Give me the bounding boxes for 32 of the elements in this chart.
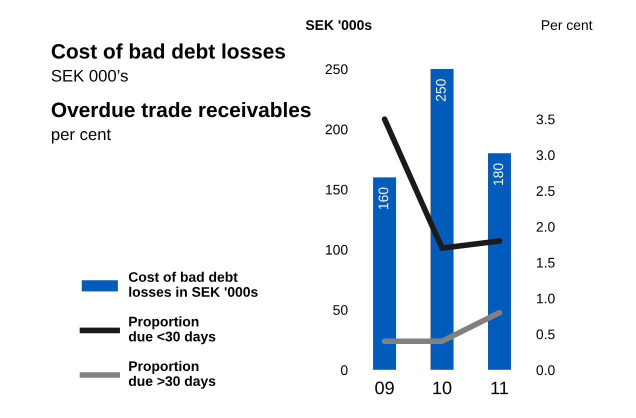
data-label: 180 <box>493 163 504 185</box>
y2-tick-label: 3.5 <box>536 114 555 124</box>
y2-tick-label: 3.0 <box>536 150 555 160</box>
text: Cost of bad debt losses <box>52 43 286 59</box>
data-label: 250 <box>436 79 446 102</box>
data-label: 160 <box>378 187 388 210</box>
bar <box>373 177 396 370</box>
y-tick-label: 200 <box>326 124 348 134</box>
y2-tick-label: 1.0 <box>536 294 555 304</box>
x-tick-label: 10 <box>433 382 452 394</box>
y2-axis-title: Per cent <box>542 20 592 30</box>
y-tick-label: 150 <box>326 184 348 195</box>
y-tick-label: 50 <box>333 305 348 315</box>
text: SEK 000’s <box>52 70 128 82</box>
y-tick-label: 100 <box>326 244 348 255</box>
y2-tick-label: 0.0 <box>536 365 555 376</box>
y-axis-title: SEK '000s <box>306 20 372 30</box>
y2-tick-label: 1.5 <box>536 258 555 268</box>
y2-tick-label: 0.5 <box>536 329 555 340</box>
legend-label: Proportion due <30 days <box>128 316 216 344</box>
y-tick-label: 0 <box>340 365 348 376</box>
text: Overdue trade receivables <box>52 102 311 118</box>
y2-tick-label: 2.5 <box>536 186 555 196</box>
x-tick-label: 11 <box>491 382 508 394</box>
y2-tick-label: 2.0 <box>536 222 555 232</box>
legend-label: Cost of bad debt losses in SEK '000s <box>128 272 258 297</box>
x-tick-label: 09 <box>375 382 394 394</box>
bar <box>488 153 511 370</box>
legend-label: Proportion due >30 days <box>128 360 216 389</box>
bar <box>430 68 454 370</box>
text: per cent <box>52 129 111 144</box>
y-tick-label: 250 <box>326 64 348 74</box>
